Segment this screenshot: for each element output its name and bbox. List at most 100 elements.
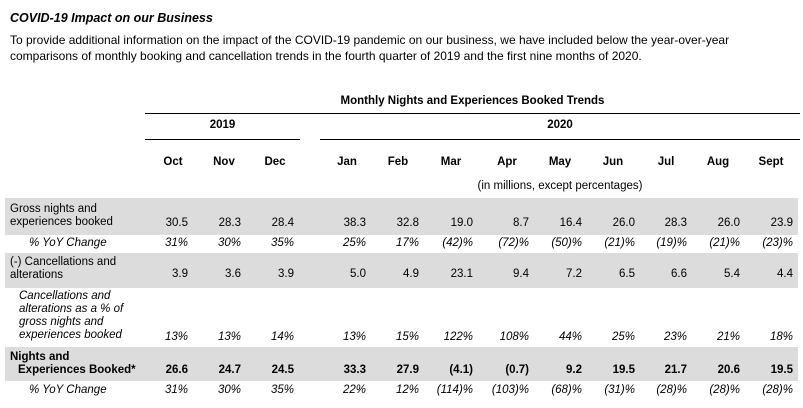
month-header-oct: Oct xyxy=(163,156,183,168)
month-header-jul: Jul xyxy=(657,156,675,168)
cell-jan: 33.3 xyxy=(343,364,366,376)
cell-jun: (21)% xyxy=(604,237,635,249)
cell-aug: 21% xyxy=(716,331,740,343)
cell-jul: 28.3 xyxy=(664,217,687,229)
title-underline xyxy=(145,113,800,114)
cell-aug: (21)% xyxy=(709,237,740,249)
table-row-gross-nights: Gross nights and experiences booked 30.5… xyxy=(5,198,798,235)
cell-jan: 22% xyxy=(342,384,366,396)
month-header-mar: Mar xyxy=(440,156,462,168)
cell-nov: 3.6 xyxy=(225,268,241,280)
table-row-gross-yoy: % YoY Change 31% 30% 35% 25% 17% (42)% (… xyxy=(5,235,798,253)
cell-jan: 13% xyxy=(342,331,366,343)
cell-may: 16.4 xyxy=(559,217,582,229)
cell-oct: 3.9 xyxy=(172,268,188,280)
cell-feb: 17% xyxy=(395,237,419,249)
table-row-cancellations: (-) Cancellations and alterations 3.9 3.… xyxy=(5,253,798,288)
cell-apr: 9.4 xyxy=(513,268,529,280)
cell-may: (50)% xyxy=(551,237,582,249)
cell-dec: 28.4 xyxy=(271,217,294,229)
cell-sept: (28)% xyxy=(762,384,793,396)
month-header-dec: Dec xyxy=(264,156,286,168)
cell-may: 44% xyxy=(558,331,582,343)
month-header-nov: Nov xyxy=(213,156,235,168)
table-row-net-yoy: % YoY Change 31% 30% 35% 22% 12% (114)% … xyxy=(5,381,798,401)
cell-oct: 26.6 xyxy=(165,364,188,376)
cell-sept: 19.5 xyxy=(770,364,793,376)
cell-nov: 24.7 xyxy=(218,364,241,376)
cell-apr: (72)% xyxy=(498,237,529,249)
month-header-jun: Jun xyxy=(602,156,624,168)
cell-jun: 19.5 xyxy=(612,364,635,376)
cell-oct: 31% xyxy=(164,237,188,249)
year-2019-underline xyxy=(145,139,300,140)
cell-may: 7.2 xyxy=(566,268,582,280)
table-row-cancellation-rate: Cancellations and alterations as a % of … xyxy=(5,288,798,347)
cell-aug: 20.6 xyxy=(717,364,740,376)
month-header-jan: Jan xyxy=(337,156,357,168)
cell-oct: 30.5 xyxy=(165,217,188,229)
cell-feb: 12% xyxy=(395,384,419,396)
cell-jul: 6.6 xyxy=(671,268,687,280)
cell-jun: 25% xyxy=(611,331,635,343)
cell-may: 9.2 xyxy=(566,364,582,376)
cell-jan: 25% xyxy=(342,237,366,249)
intro-paragraph: To provide additional information on the… xyxy=(10,33,730,63)
cell-jul: 21.7 xyxy=(664,364,687,376)
month-header-apr: Apr xyxy=(497,156,517,168)
cell-feb: 27.9 xyxy=(396,364,419,376)
cell-aug: 26.0 xyxy=(717,217,740,229)
cell-may: (68)% xyxy=(551,384,582,396)
cell-mar: 23.1 xyxy=(450,268,473,280)
cell-mar: (42)% xyxy=(442,237,473,249)
row-label: Nights and Experiences Booked* xyxy=(10,351,136,376)
cell-oct: 31% xyxy=(164,384,188,396)
cell-sept: 4.4 xyxy=(777,268,793,280)
cell-nov: 13% xyxy=(217,331,241,343)
cell-mar: 19.0 xyxy=(450,217,473,229)
cell-jun: 6.5 xyxy=(619,268,635,280)
cell-feb: 32.8 xyxy=(396,217,419,229)
year-2020: 2020 xyxy=(547,119,573,131)
cell-mar: (4.1) xyxy=(449,364,473,376)
month-header-may: May xyxy=(548,156,572,168)
cell-dec: 14% xyxy=(270,331,294,343)
cell-jul: (28)% xyxy=(656,384,687,396)
cell-nov: 30% xyxy=(217,384,241,396)
cell-jul: 23% xyxy=(663,331,687,343)
cell-jun: (31)% xyxy=(604,384,635,396)
cell-aug: (28)% xyxy=(709,384,740,396)
row-label: Gross nights and experiences booked xyxy=(10,203,113,228)
cell-dec: 35% xyxy=(270,384,294,396)
cell-mar: 122% xyxy=(443,331,473,343)
cell-nov: 30% xyxy=(217,237,241,249)
cell-jun: 26.0 xyxy=(612,217,635,229)
cell-sept: (23)% xyxy=(762,237,793,249)
cell-dec: 3.9 xyxy=(278,268,294,280)
row-label: (-) Cancellations and alterations xyxy=(10,256,117,281)
cell-feb: 15% xyxy=(395,331,419,343)
cell-apr: 108% xyxy=(499,331,529,343)
cell-apr: 8.7 xyxy=(513,217,529,229)
row-label: Cancellations and alterations as a % of … xyxy=(19,290,124,341)
cell-jan: 38.3 xyxy=(343,217,366,229)
cell-sept: 18% xyxy=(769,331,793,343)
cell-nov: 28.3 xyxy=(218,217,241,229)
table-title: Monthly Nights and Experiences Booked Tr… xyxy=(340,95,605,107)
cell-dec: 24.5 xyxy=(271,364,294,376)
cell-oct: 13% xyxy=(164,331,188,343)
row-label: % YoY Change xyxy=(29,237,107,249)
month-header-feb: Feb xyxy=(387,156,409,168)
cell-mar: (114)% xyxy=(436,384,473,396)
cell-dec: 35% xyxy=(270,237,294,249)
row-label: % YoY Change xyxy=(29,384,107,396)
year-2019: 2019 xyxy=(209,119,236,131)
cell-sept: 23.9 xyxy=(770,217,793,229)
cell-feb: 4.9 xyxy=(403,268,419,280)
units-note: (in millions, except percentages) xyxy=(477,180,643,192)
cell-jan: 5.0 xyxy=(350,268,366,280)
month-header-sept: Sept xyxy=(758,156,784,168)
cell-aug: 5.4 xyxy=(724,268,740,280)
month-header-aug: Aug xyxy=(706,156,730,168)
year-2020-underline xyxy=(320,139,800,140)
